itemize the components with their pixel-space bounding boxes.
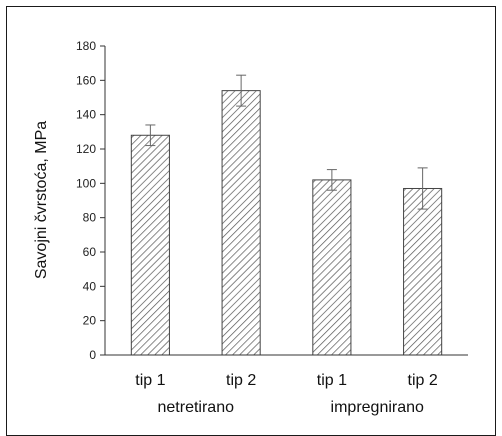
y-tick-label: 120 xyxy=(76,142,96,156)
y-axis-label: Savojni čvrstoća, MPa xyxy=(33,121,50,279)
bar xyxy=(130,134,170,356)
y-tick-label: 180 xyxy=(76,39,96,53)
x-tick-label: tip 1 xyxy=(317,372,347,389)
x-tick-label: tip 1 xyxy=(135,372,165,389)
y-tick-label: 80 xyxy=(83,211,97,225)
category-labels: tip 1 tip 2 tip 1 tip 2 xyxy=(135,372,438,389)
error-bars xyxy=(145,74,428,210)
group-labels: netretirano impregnirano xyxy=(158,399,425,416)
y-tick-label: 160 xyxy=(76,73,96,87)
y-tick-label: 40 xyxy=(83,279,97,293)
bar xyxy=(403,187,443,356)
y-tick-label: 0 xyxy=(89,348,96,362)
bar xyxy=(221,90,261,356)
group-label: netretirano xyxy=(158,399,235,416)
bar-chart: Savojni čvrstoća, MPa 0 20 40 60 80 100 120 140… xyxy=(33,39,468,416)
bar xyxy=(312,179,352,356)
y-tick-label: 140 xyxy=(76,108,96,122)
x-tick-label: tip 2 xyxy=(408,372,438,389)
y-tick-label: 20 xyxy=(83,314,97,328)
group-label: impregnirano xyxy=(331,399,424,416)
y-tick-label: 60 xyxy=(83,245,97,259)
x-tick-label: tip 2 xyxy=(226,372,256,389)
y-tick-label: 100 xyxy=(76,176,96,190)
y-axis: 0 20 40 60 80 100 120 140 160 180 xyxy=(76,39,106,362)
bars xyxy=(130,90,443,356)
